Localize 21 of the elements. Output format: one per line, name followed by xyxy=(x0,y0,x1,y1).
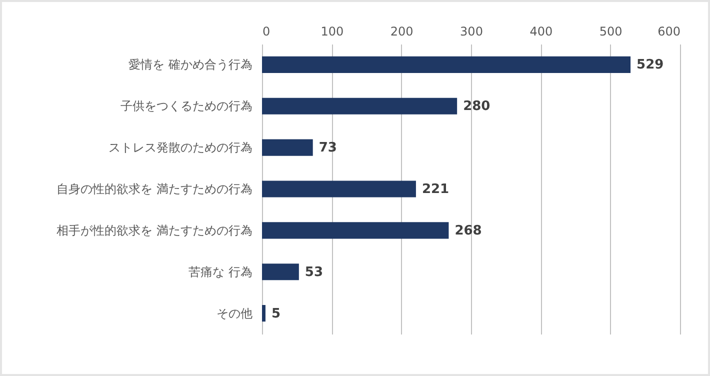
data-label: 529 xyxy=(636,58,664,73)
x-tick-label: 400 xyxy=(530,24,553,38)
x-tick-label: 600 xyxy=(658,24,680,38)
data-label: 5 xyxy=(271,306,281,322)
y-tick-label: 相手が性的欲求を 満たすための行為 xyxy=(56,223,252,238)
y-tick-label: 苦痛な 行為 xyxy=(188,264,252,279)
y-tick-label: 子供をつくるための行為 xyxy=(120,99,252,114)
x-tick-label: 0 xyxy=(262,24,270,38)
x-tick-label: 300 xyxy=(460,24,483,38)
data-label: 280 xyxy=(463,99,490,114)
data-label: 268 xyxy=(454,223,482,238)
data-label: 53 xyxy=(304,264,324,280)
y-tick-label: 愛情を 確かめ合う行為 xyxy=(128,58,252,72)
x-tick-label: 100 xyxy=(320,24,344,38)
data-label: 221 xyxy=(422,182,450,197)
x-tick-label: 500 xyxy=(599,24,622,38)
y-tick-label: ストレス発散のための行為 xyxy=(108,140,252,155)
x-tick-label: 200 xyxy=(390,24,414,38)
y-tick-label: 自身の性的欲求を 満たすための行為 xyxy=(56,182,252,196)
data-label: 73 xyxy=(318,140,337,156)
y-tick-label: その他 xyxy=(216,306,252,320)
